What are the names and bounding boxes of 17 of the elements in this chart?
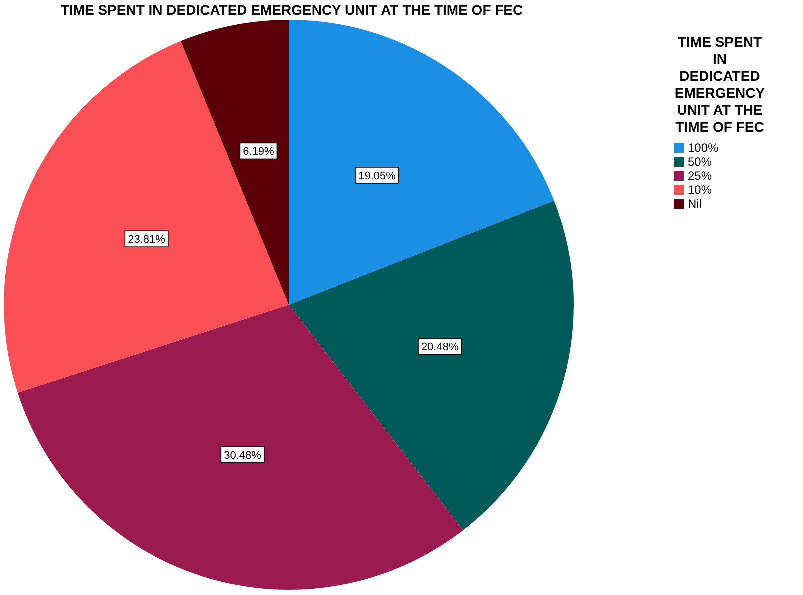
pie-slice [180, 20, 289, 305]
legend-label: Nil [688, 197, 702, 211]
pie-slice [289, 20, 554, 305]
chart-title: TIME SPENT IN DEDICATED EMERGENCY UNIT AT THE TIME OF FEC [60, 2, 524, 18]
legend-label: 100% [688, 141, 720, 155]
pie-slice [289, 200, 574, 530]
data-label: 19.05% [358, 170, 396, 182]
legend-label: 10% [688, 183, 712, 197]
pie-slice [18, 305, 464, 590]
legend-label: 50% [688, 155, 712, 169]
data-label: 23.81% [128, 234, 166, 246]
data-label: 6.19% [243, 146, 275, 158]
legend-title: TIME SPENT IN DEDICATED EMERGENCY UNIT AT THE TIME OF FEC [674, 34, 766, 135]
data-label: 30.48% [224, 450, 262, 462]
data-label: 20.48% [421, 342, 459, 354]
legend-label: 25% [688, 169, 712, 183]
pie-slice [4, 41, 289, 394]
